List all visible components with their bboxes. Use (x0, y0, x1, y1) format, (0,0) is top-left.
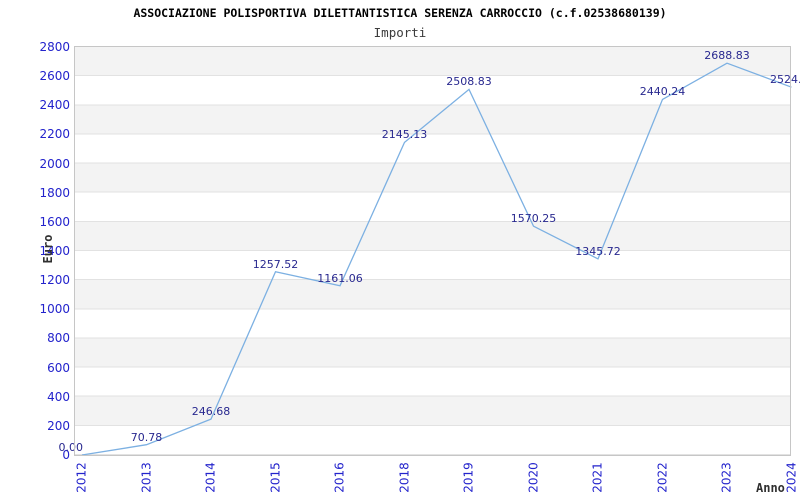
y-tick-label: 800 (47, 331, 70, 346)
x-tick-label: 2020 (526, 462, 540, 493)
y-tick-label: 2800 (39, 40, 70, 54)
y-tick-label: 400 (47, 389, 70, 404)
x-tick-label: 2022 (655, 462, 669, 493)
y-tick-label: 600 (47, 360, 70, 375)
x-tick-label: 2015 (268, 462, 282, 493)
point-label: 0.00 (58, 441, 84, 454)
y-tick-label: 1200 (39, 273, 70, 288)
x-tick-label: 2013 (139, 462, 153, 493)
point-label: 2508.83 (446, 75, 492, 89)
y-tick-label: 2000 (39, 156, 70, 171)
point-label: 70.78 (130, 430, 163, 444)
x-axis-title: Anno (756, 481, 785, 495)
point-label: 246.68 (191, 405, 231, 419)
point-label: 1345.72 (575, 244, 621, 258)
y-tick-label: 1800 (39, 185, 70, 200)
x-tick-label: 2016 (332, 462, 347, 493)
x-tick-label: 2014 (203, 462, 218, 493)
point-label: 2688.83 (704, 49, 750, 63)
y-tick-label: 1400 (39, 244, 70, 258)
plot-area: 0 200 400 600 800 1000 1200 1400 1600 1800 2000 220… (39, 40, 800, 493)
point-label: 2145.13 (381, 128, 428, 142)
y-tick-label: 2200 (39, 127, 70, 142)
x-tick-label: 2021 (590, 462, 605, 493)
y-tick-label: 1600 (39, 214, 70, 229)
x-tick-label: 2018 (397, 462, 411, 493)
chart-subtitle: Importi (373, 25, 427, 40)
series-svg (81, 62, 792, 456)
y-tick-label: 200 (47, 418, 70, 433)
x-tick-label: 2024 (784, 462, 798, 493)
point-label: 2524.4 (770, 73, 800, 87)
x-tick-label: 2019 (461, 462, 476, 493)
y-axis-title: Euro (41, 234, 55, 264)
y-tick-label: 0 (62, 448, 70, 462)
y-tick-label: 2400 (39, 98, 70, 113)
y-tick-label: 2600 (39, 69, 70, 84)
point-label: 2440.24 (639, 85, 686, 99)
x-tick-label: 2012 (74, 462, 89, 493)
point-label: 1570.25 (510, 212, 557, 226)
point-label: 1161.06 (317, 271, 363, 285)
point-label: 1257.52 (252, 257, 299, 271)
x-tick-label: 2023 (719, 462, 734, 493)
chart-title: ASSOCIAZIONE POLISPORTIVA DILETTANTISTIC… (133, 6, 667, 20)
y-tick-label: 1000 (39, 302, 70, 317)
line-series (81, 62, 792, 456)
